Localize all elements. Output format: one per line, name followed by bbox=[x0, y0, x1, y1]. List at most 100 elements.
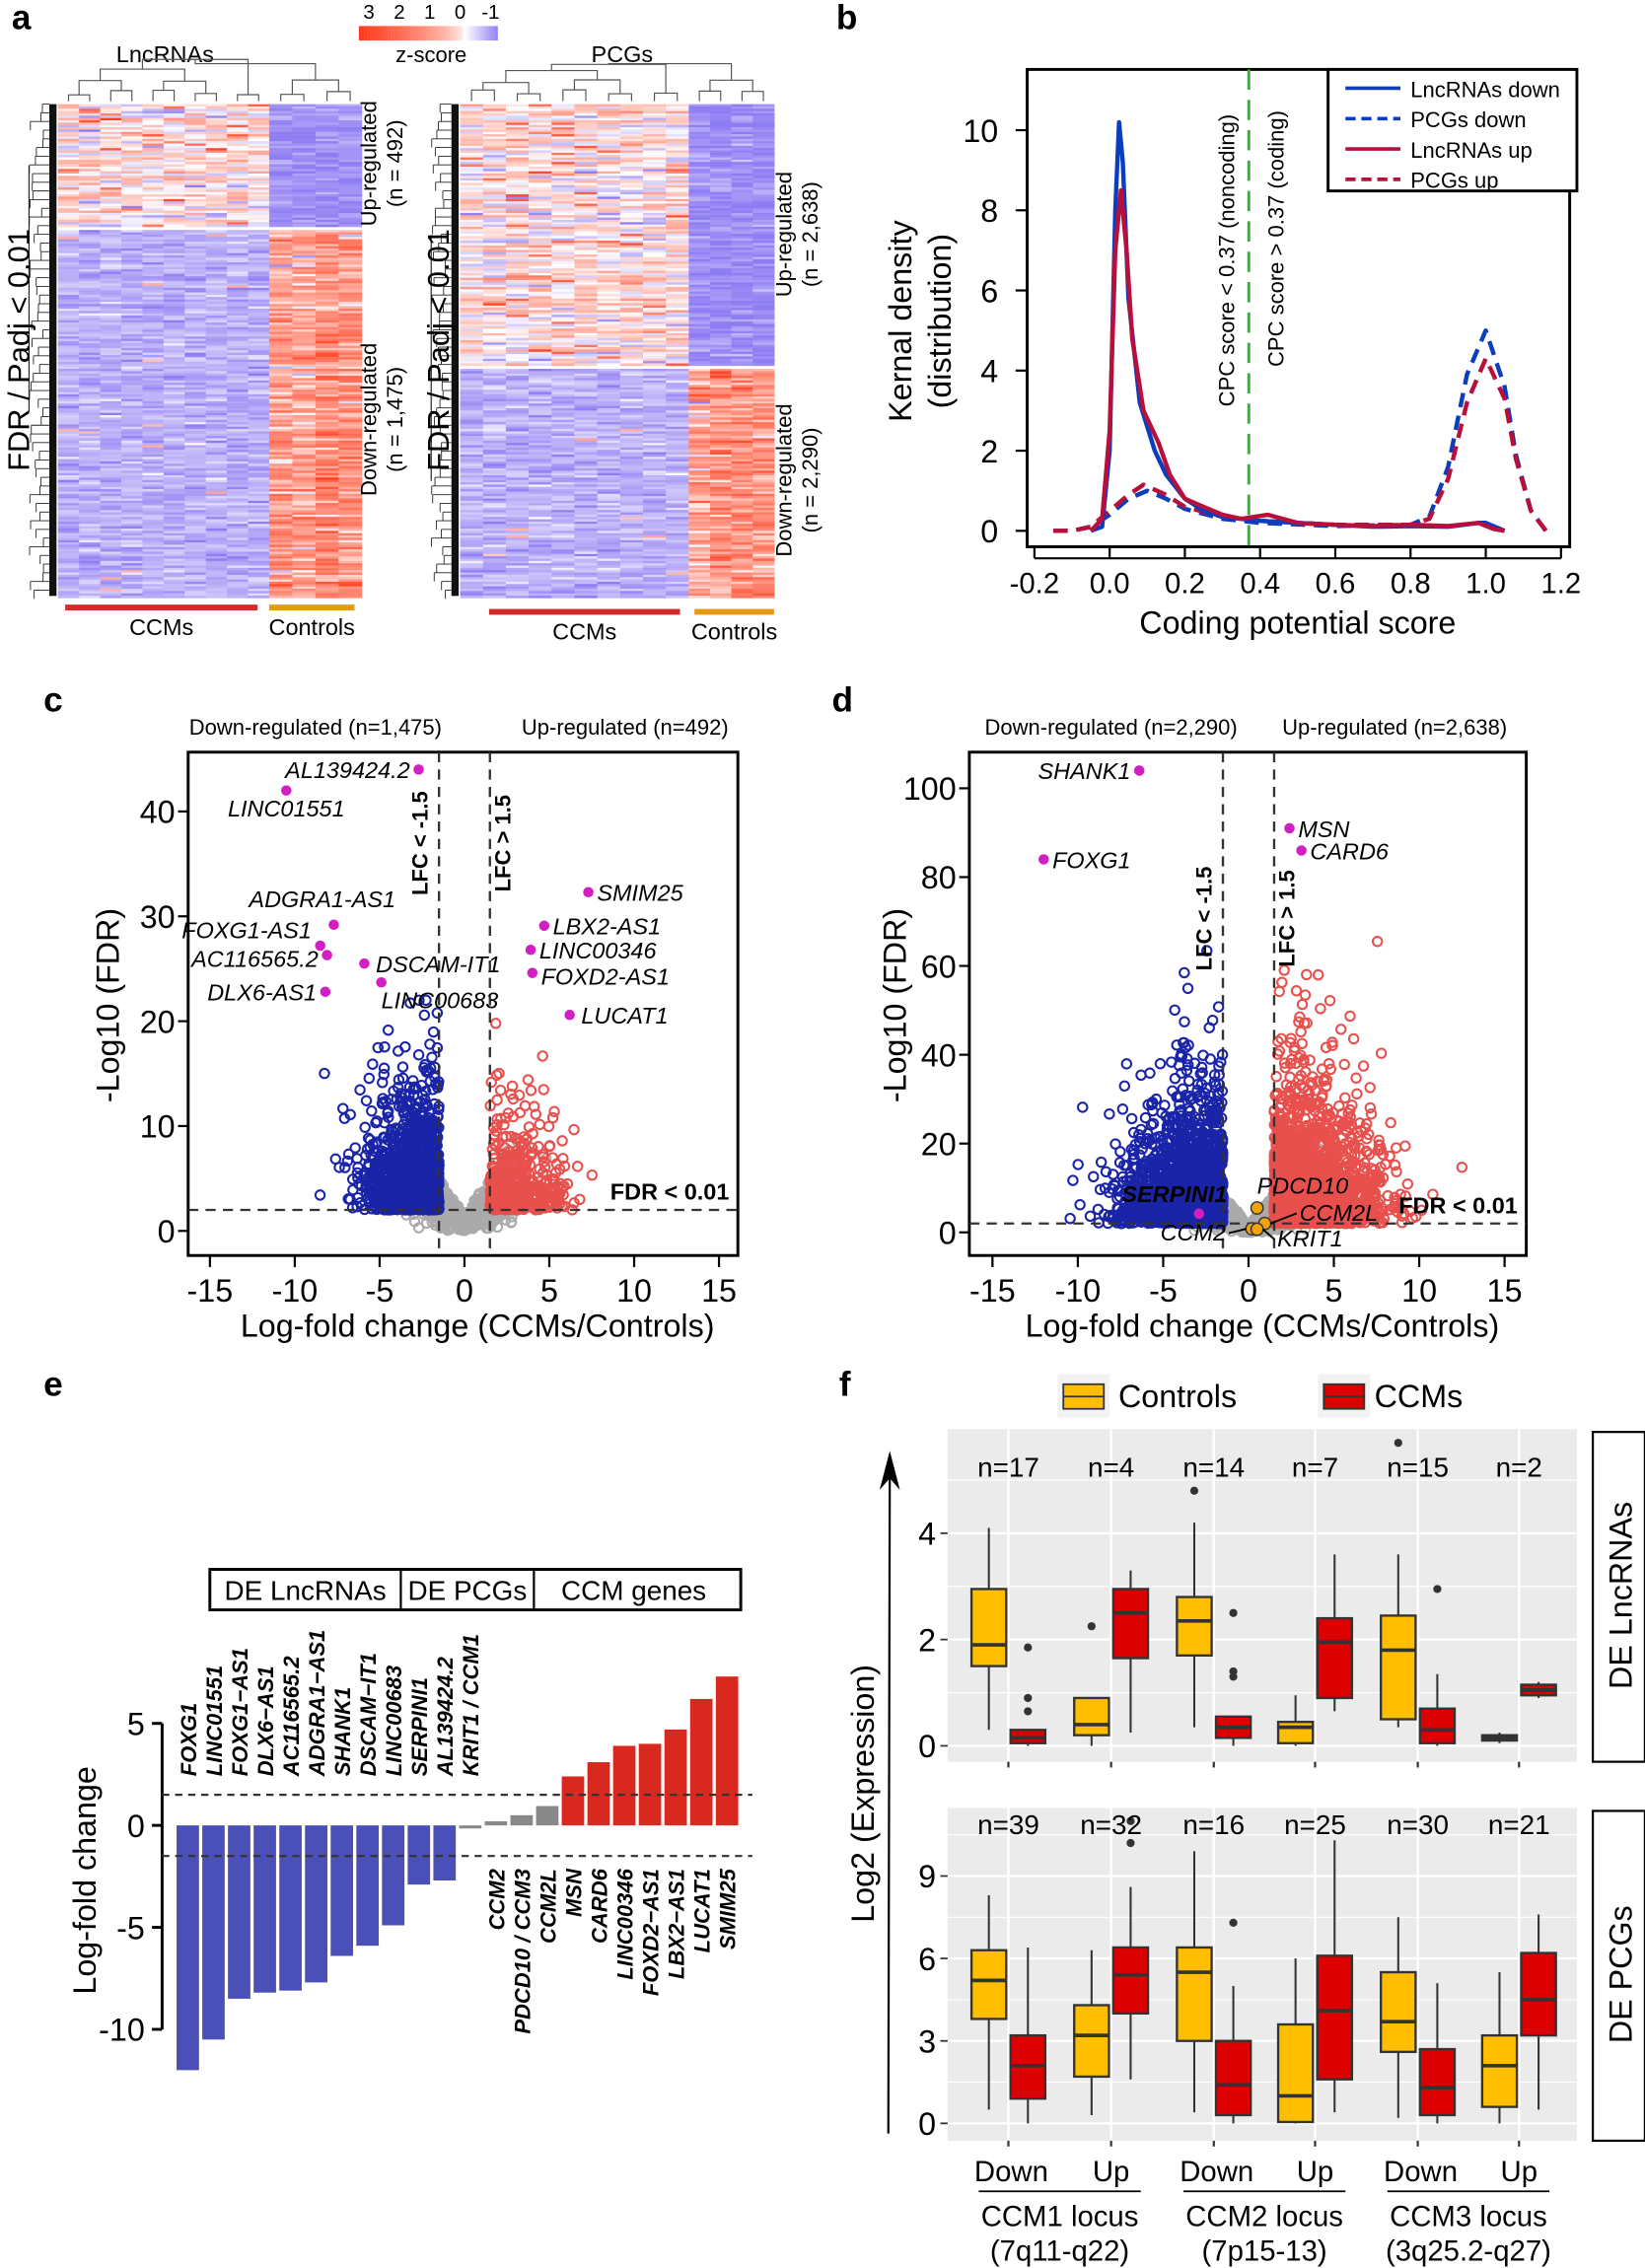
heatmap-cell bbox=[227, 563, 249, 566]
heatmap-cell bbox=[100, 558, 122, 562]
heatmap-cell bbox=[619, 332, 644, 336]
heatmap-cell bbox=[292, 331, 317, 335]
heatmap-cell bbox=[163, 380, 185, 384]
heatmap-cell bbox=[482, 380, 507, 384]
heatmap-cell bbox=[338, 493, 363, 497]
heatmap-cell bbox=[292, 222, 317, 225]
heatmap-cell bbox=[460, 256, 484, 260]
heatmap-cell bbox=[710, 279, 733, 283]
heatmap-cell bbox=[642, 335, 667, 338]
heatmap-cell bbox=[268, 322, 293, 325]
heatmap-cell bbox=[142, 180, 165, 183]
heatmap-cell bbox=[79, 539, 102, 543]
heatmap-cell bbox=[292, 259, 317, 263]
heatmap-cell bbox=[205, 579, 228, 583]
heatmap-cell bbox=[184, 177, 207, 181]
heatmap-cell bbox=[163, 454, 185, 458]
heatmap-cell bbox=[752, 342, 775, 345]
heatmap-cell bbox=[460, 136, 484, 140]
heatmap-cell bbox=[688, 383, 711, 386]
heatmap-cell bbox=[731, 243, 753, 247]
heatmap-cell bbox=[731, 136, 753, 140]
heatmap-cell bbox=[619, 263, 644, 267]
heatmap-cell bbox=[163, 465, 185, 469]
heatmap-cell bbox=[338, 180, 363, 183]
heatmap-cell bbox=[338, 131, 363, 135]
heatmap-cell bbox=[100, 141, 122, 144]
heatmap-cell bbox=[205, 269, 228, 272]
heatmap-cell bbox=[666, 134, 689, 137]
heatmap-cell bbox=[227, 182, 249, 186]
heatmap-cell bbox=[163, 113, 185, 116]
heatmap-cell bbox=[619, 268, 644, 271]
heatmap-cell bbox=[505, 361, 530, 364]
heatmap-cell bbox=[505, 340, 530, 343]
heatmap-cell bbox=[338, 224, 363, 228]
heatmap-cell bbox=[268, 176, 293, 179]
heatmap-cell bbox=[292, 577, 317, 580]
heatmap-cell bbox=[163, 535, 185, 538]
heatmap-cell bbox=[227, 117, 249, 121]
heatmap-cell bbox=[268, 169, 293, 172]
heatmap-cell bbox=[642, 177, 667, 181]
heatmap-cell bbox=[338, 459, 363, 462]
heatmap-cell bbox=[227, 417, 249, 420]
heatmap-cell bbox=[121, 266, 143, 270]
heatmap-cell bbox=[731, 148, 753, 151]
heatmap-cell bbox=[482, 215, 507, 218]
heatmap-cell bbox=[184, 591, 207, 594]
heatmap-cell bbox=[292, 414, 317, 418]
heatmap-cell bbox=[551, 351, 575, 355]
heatmap-cell bbox=[642, 243, 667, 247]
heatmap-cell bbox=[57, 524, 80, 527]
heatmap-cell bbox=[505, 210, 530, 214]
heatmap-cell bbox=[100, 136, 122, 140]
heatmap-cell bbox=[292, 535, 317, 538]
heatmap-cell bbox=[292, 129, 317, 133]
heatmap-cell bbox=[666, 354, 689, 357]
heatmap-cell bbox=[227, 262, 249, 265]
heatmap-cell bbox=[338, 591, 363, 594]
heatmap-cell bbox=[505, 351, 530, 355]
heatmap-cell bbox=[460, 335, 484, 338]
heatmap-cell bbox=[619, 251, 644, 255]
heatmap-cell bbox=[688, 258, 711, 262]
heatmap-cell bbox=[460, 171, 484, 175]
heatmap-cell bbox=[184, 171, 207, 175]
heatmap-cell bbox=[57, 489, 80, 492]
heatmap-cell bbox=[315, 366, 339, 370]
heatmap-cell bbox=[338, 189, 363, 193]
heatmap-cell bbox=[79, 558, 102, 562]
heatmap-cell bbox=[529, 141, 552, 144]
heatmap-cell bbox=[551, 390, 575, 392]
heatmap-cell bbox=[338, 470, 363, 473]
heatmap-cell bbox=[315, 577, 339, 580]
heatmap-cell bbox=[121, 329, 143, 332]
heatmap-cell bbox=[460, 358, 484, 362]
heatmap-cell bbox=[315, 143, 339, 147]
heatmap-cell bbox=[205, 393, 228, 397]
heatmap-cell bbox=[268, 560, 293, 564]
heatmap-cell bbox=[551, 159, 575, 163]
heatmap-cell bbox=[551, 251, 575, 255]
heatmap-cell bbox=[163, 350, 185, 353]
heatmap-cell bbox=[315, 467, 339, 471]
heatmap-cell bbox=[529, 198, 552, 202]
heatmap-cell bbox=[163, 250, 185, 253]
heatmap-cell bbox=[292, 276, 317, 279]
heatmap-cell bbox=[505, 108, 530, 111]
heatmap-cell bbox=[460, 349, 484, 353]
colorbar-cell bbox=[385, 26, 389, 41]
heatmap-cell bbox=[121, 470, 143, 473]
heatmap-cell bbox=[338, 407, 363, 411]
heatmap-cell bbox=[482, 272, 507, 276]
heatmap-cell bbox=[100, 452, 122, 456]
heatmap-cell bbox=[574, 196, 599, 200]
heatmap-cell bbox=[666, 279, 689, 283]
heatmap-cell bbox=[79, 519, 102, 523]
heatmap-cell bbox=[121, 498, 143, 502]
heatmap-cell bbox=[57, 326, 80, 330]
heatmap-cell bbox=[268, 489, 293, 492]
heatmap-cell bbox=[315, 350, 339, 353]
heatmap-cell bbox=[121, 475, 143, 478]
